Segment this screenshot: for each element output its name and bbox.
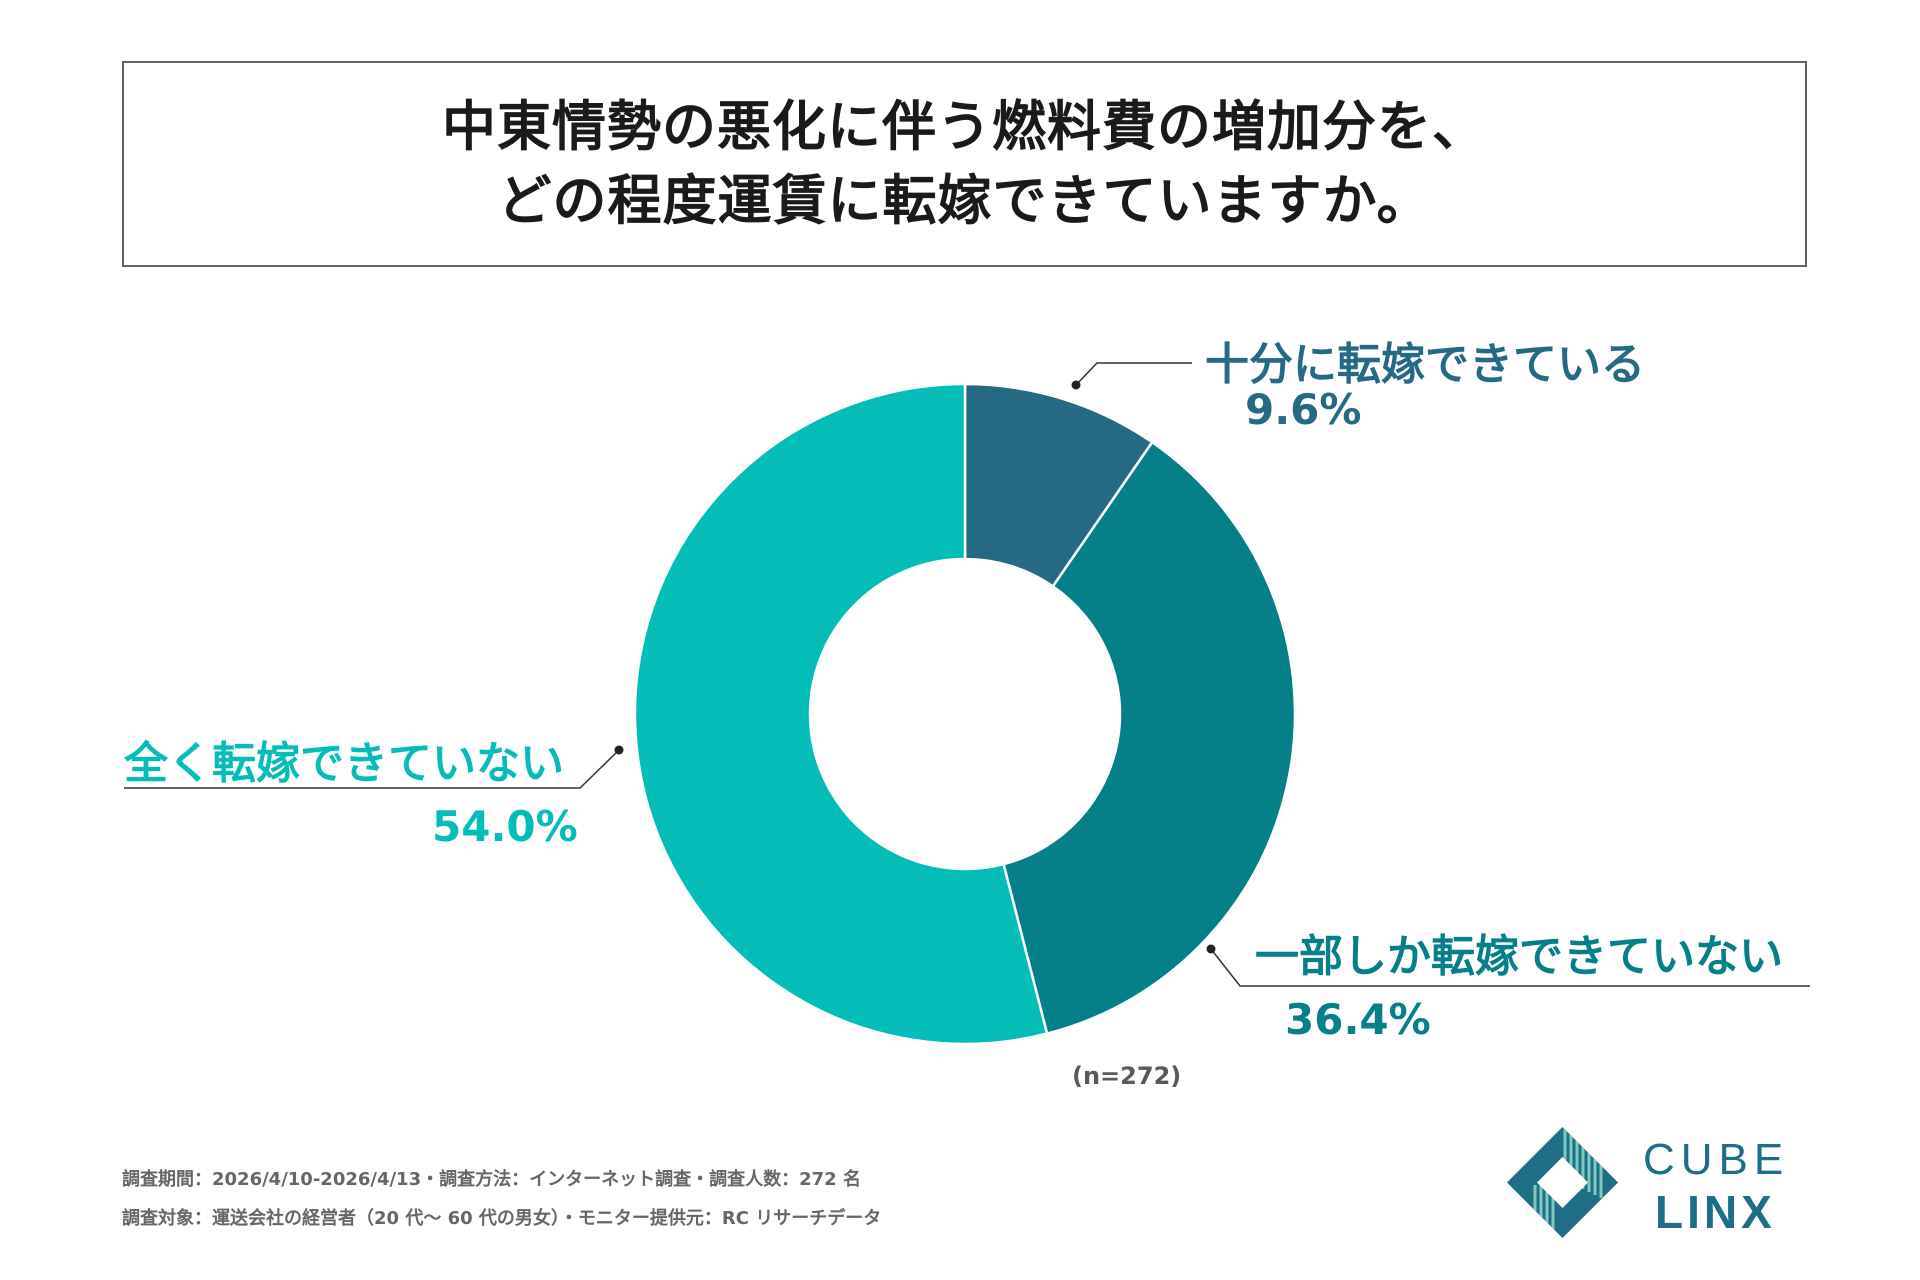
- donut-slice-1: [1002, 440, 1297, 1036]
- slice-label-2: 全く転嫁できていない: [124, 738, 564, 789]
- footer-survey-info-2: 調査対象：運送会社の経営者（20 代～ 60 代の男女）・モニター提供元：RC …: [122, 1208, 882, 1229]
- footer-survey-info-1: 調査期間：2026/4/10-2026/4/13・調査方法：インターネット調査・…: [122, 1169, 861, 1190]
- logo-word-linx: LINX: [1655, 1186, 1776, 1238]
- cube-linx-logo-mark: [1507, 1127, 1618, 1238]
- title-box: 中東情勢の悪化に伴う燃料費の増加分を、 どの程度運賃に転嫁できていますか。: [122, 61, 1807, 267]
- sample-size-note: (n=272): [1072, 1062, 1182, 1090]
- slice-value-label-0: 9.6%: [1245, 385, 1362, 434]
- leader-dot-1: [1206, 944, 1216, 954]
- slice-label-1: 一部しか転嫁できていない: [1255, 931, 1783, 982]
- chart-title-line-1: 中東情勢の悪化に伴う燃料費の増加分を、: [442, 95, 1487, 158]
- leader-dot-2: [614, 745, 624, 755]
- leader-dot-0: [1071, 380, 1081, 390]
- leader-line-0: [1075, 362, 1192, 386]
- slice-value-label-1: 36.4%: [1285, 995, 1431, 1044]
- chart-title-line-2: どの程度運賃に転嫁できていますか。: [497, 169, 1432, 232]
- cube-linx-logo: CUBE LINX: [1505, 1125, 1810, 1240]
- leader-line-2: [124, 749, 620, 789]
- slice-value-label-2: 54.0%: [432, 802, 578, 851]
- leader-line-1: [1210, 948, 1810, 987]
- slice-label-0: 十分に転嫁できている: [1205, 339, 1645, 390]
- logo-word-cube: CUBE: [1643, 1135, 1790, 1184]
- donut-slice-2: [633, 382, 1049, 1046]
